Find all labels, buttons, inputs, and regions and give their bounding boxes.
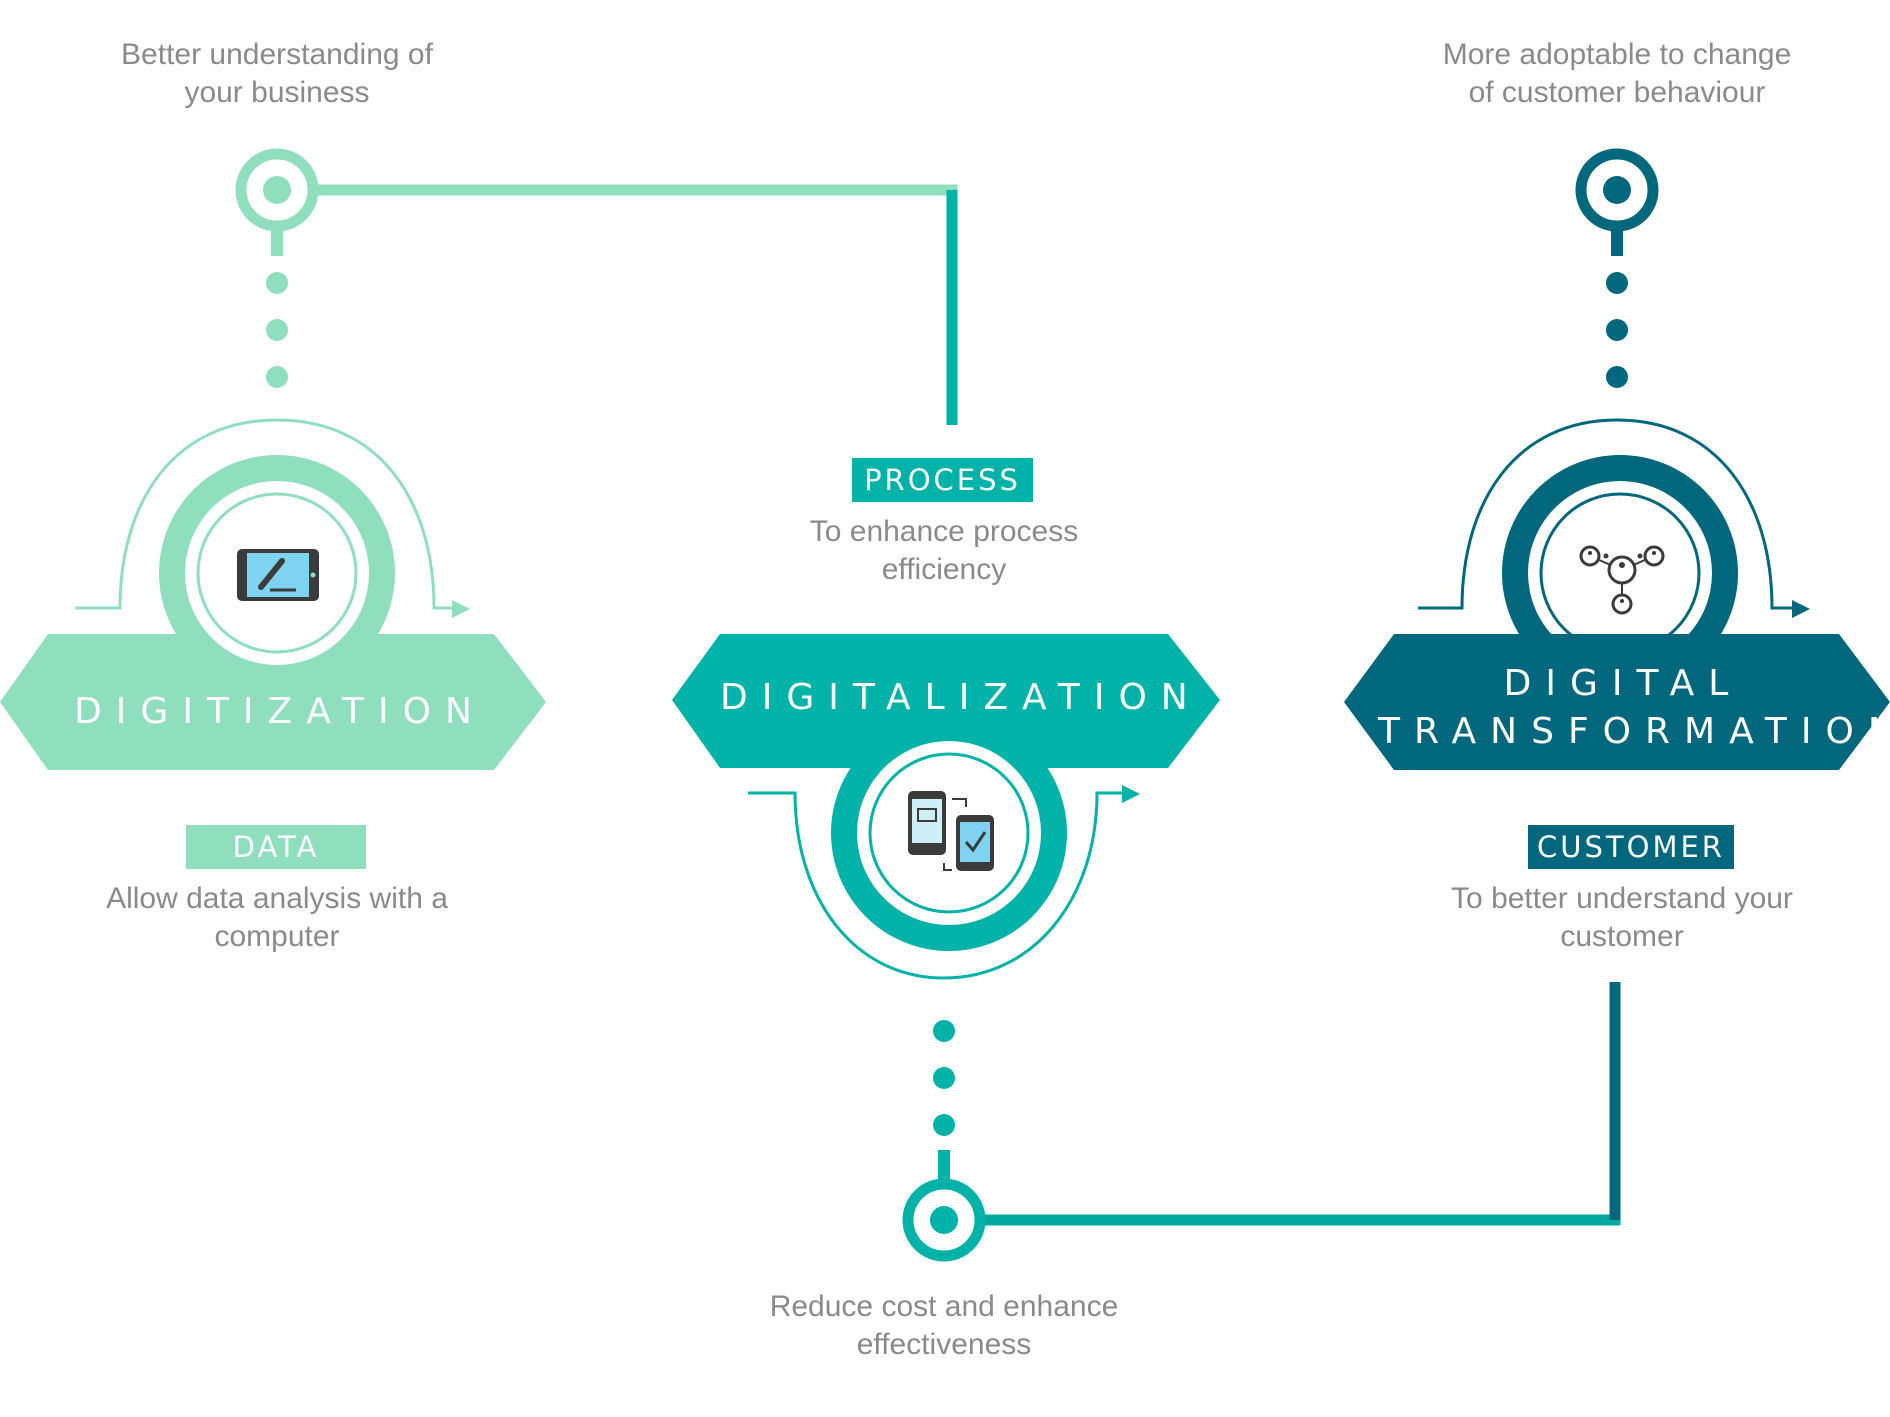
- tag-data: [186, 825, 366, 869]
- connector-digitization-to-digitalization: [314, 184, 958, 425]
- pin-digitalization: [902, 1020, 986, 1262]
- tag-label-process: PROCESS: [864, 463, 1021, 497]
- benefit-transformation: More adoptable to change of customer beh…: [1442, 38, 1792, 109]
- customer-network-icon: [1579, 545, 1665, 615]
- stage-digitalization: [672, 458, 1220, 980]
- tablet-pen-icon: [237, 549, 319, 601]
- description-digitalization: To enhance process efficiency: [809, 515, 1079, 586]
- stage-name-digitization: DIGITIZATION: [74, 691, 486, 732]
- stage-digitization: [0, 418, 546, 869]
- stage-transformation: [1344, 418, 1890, 869]
- description-digitization: Allow data analysis with a computer: [106, 882, 448, 953]
- tag-label-data: DATA: [232, 830, 320, 864]
- pin-transformation: [1575, 148, 1659, 388]
- stage-name-transformation: DIGITAL TRANSFORMATION: [1378, 663, 1890, 752]
- banner-transformation: [1344, 634, 1890, 770]
- stage-name-digitalization: DIGITALIZATION: [720, 677, 1202, 718]
- connector-digitalization-to-transformation: [985, 982, 1621, 1226]
- banner-digitalization: [672, 634, 1220, 768]
- benefit-digitization: Better understanding of your business: [121, 38, 433, 109]
- benefit-digitalization: Reduce cost and enhance effectiveness: [769, 1290, 1119, 1361]
- phone-sync-icon: [908, 791, 994, 871]
- tag-label-customer: CUSTOMER: [1537, 830, 1725, 864]
- tag-customer: [1528, 825, 1734, 869]
- description-transformation: To better understand your customer: [1451, 882, 1793, 953]
- tag-process: [852, 458, 1033, 502]
- pin-digitization: [235, 148, 319, 388]
- banner-digitization: [0, 634, 546, 770]
